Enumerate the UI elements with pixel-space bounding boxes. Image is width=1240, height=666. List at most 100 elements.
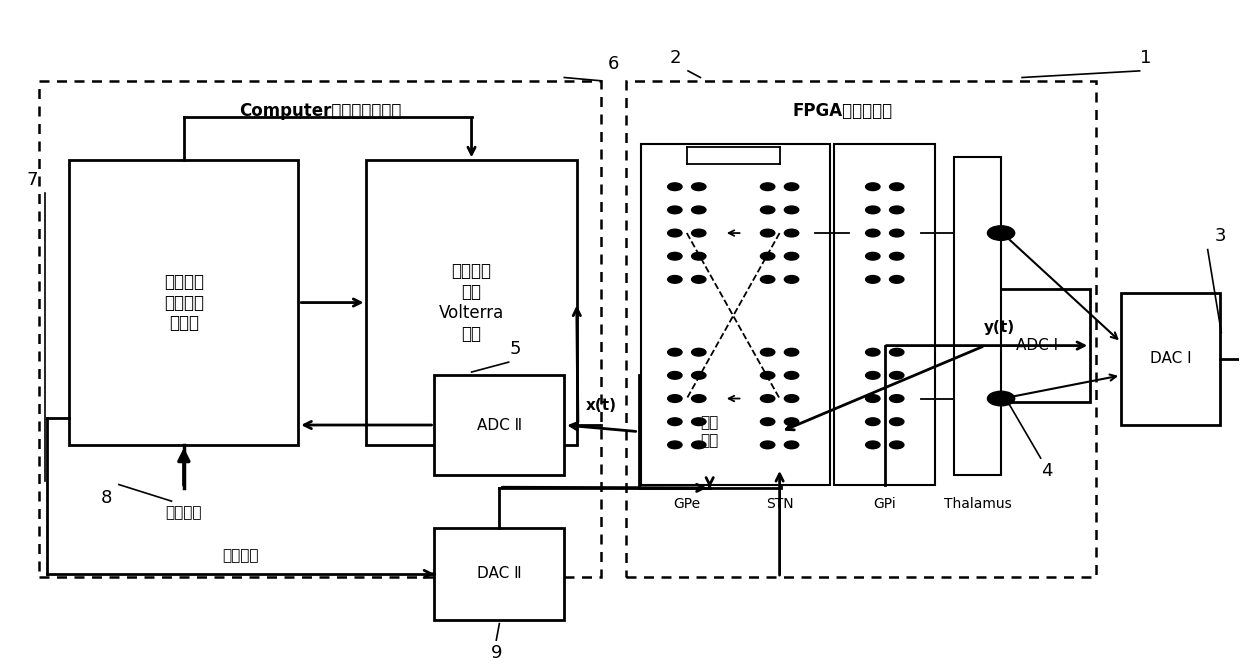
Circle shape: [667, 348, 682, 356]
Circle shape: [866, 418, 880, 426]
Bar: [434, 527, 564, 620]
Text: DAC Ⅱ: DAC Ⅱ: [477, 567, 522, 581]
Circle shape: [889, 206, 904, 214]
Circle shape: [866, 229, 880, 237]
Text: 7: 7: [26, 171, 38, 189]
Text: ADC Ⅰ: ADC Ⅰ: [1017, 338, 1059, 353]
Circle shape: [760, 372, 775, 379]
Circle shape: [667, 252, 682, 260]
Circle shape: [667, 276, 682, 283]
Text: 3: 3: [1214, 227, 1226, 245]
Circle shape: [889, 183, 904, 190]
Circle shape: [866, 252, 880, 260]
Circle shape: [692, 372, 706, 379]
Circle shape: [760, 276, 775, 283]
Circle shape: [889, 395, 904, 402]
Circle shape: [692, 441, 706, 449]
Bar: [744, 164, 816, 302]
Bar: [744, 329, 816, 468]
Circle shape: [987, 226, 1014, 240]
Circle shape: [760, 441, 775, 449]
Circle shape: [692, 206, 706, 214]
Circle shape: [667, 183, 682, 190]
Text: 8: 8: [100, 489, 113, 507]
Text: 2: 2: [670, 49, 682, 67]
Circle shape: [667, 372, 682, 379]
Text: FPGA：生理模型: FPGA：生理模型: [792, 102, 893, 120]
Circle shape: [785, 229, 799, 237]
Bar: [651, 329, 723, 468]
Circle shape: [692, 395, 706, 402]
Circle shape: [866, 395, 880, 402]
Bar: [639, 376, 781, 488]
Circle shape: [760, 206, 775, 214]
Text: 非线性自
回归
Volterra
级数: 非线性自 回归 Volterra 级数: [439, 262, 505, 343]
Circle shape: [692, 276, 706, 283]
Circle shape: [692, 252, 706, 260]
Circle shape: [785, 372, 799, 379]
Bar: [434, 376, 564, 475]
Bar: [849, 329, 920, 468]
Circle shape: [760, 348, 775, 356]
Text: 控制信号: 控制信号: [222, 548, 259, 563]
Circle shape: [889, 348, 904, 356]
Circle shape: [889, 252, 904, 260]
Circle shape: [785, 252, 799, 260]
Circle shape: [667, 206, 682, 214]
Circle shape: [692, 348, 706, 356]
Circle shape: [785, 441, 799, 449]
Bar: [626, 81, 1096, 577]
Circle shape: [987, 391, 1014, 406]
Circle shape: [866, 441, 880, 449]
Circle shape: [667, 395, 682, 402]
Text: Computer：闭环控制系统: Computer：闭环控制系统: [239, 102, 402, 120]
Text: DAC Ⅰ: DAC Ⅰ: [1149, 352, 1192, 366]
Circle shape: [760, 395, 775, 402]
Circle shape: [889, 418, 904, 426]
Circle shape: [889, 441, 904, 449]
Circle shape: [667, 418, 682, 426]
Circle shape: [760, 418, 775, 426]
Bar: [651, 164, 723, 302]
Text: 1: 1: [1140, 49, 1152, 67]
Circle shape: [785, 206, 799, 214]
Circle shape: [760, 229, 775, 237]
Circle shape: [785, 348, 799, 356]
Text: 非线性模
型预测控
制算法: 非线性模 型预测控 制算法: [164, 273, 203, 332]
Bar: [985, 289, 1090, 402]
Circle shape: [785, 395, 799, 402]
Circle shape: [692, 418, 706, 426]
Text: STN: STN: [766, 498, 794, 511]
Circle shape: [692, 183, 706, 190]
Text: GPe: GPe: [673, 498, 701, 511]
Bar: [366, 161, 577, 445]
Circle shape: [785, 183, 799, 190]
Circle shape: [889, 276, 904, 283]
Text: Thalamus: Thalamus: [944, 498, 1012, 511]
Bar: [849, 164, 920, 302]
Text: GPi: GPi: [873, 498, 897, 511]
Circle shape: [866, 206, 880, 214]
Circle shape: [866, 372, 880, 379]
Text: 4: 4: [1042, 462, 1053, 480]
Text: 输入
信号: 输入 信号: [701, 416, 719, 448]
Text: x(t): x(t): [587, 398, 618, 413]
Bar: [1121, 292, 1220, 425]
Bar: [69, 161, 299, 445]
Circle shape: [760, 252, 775, 260]
Text: 9: 9: [491, 645, 502, 663]
Text: ADC Ⅱ: ADC Ⅱ: [477, 418, 522, 432]
Text: 5: 5: [510, 340, 521, 358]
Circle shape: [889, 229, 904, 237]
Bar: [641, 144, 831, 485]
Circle shape: [889, 372, 904, 379]
Circle shape: [785, 276, 799, 283]
Circle shape: [866, 183, 880, 190]
Circle shape: [667, 441, 682, 449]
Bar: [835, 144, 935, 485]
Bar: [954, 157, 1001, 475]
Text: y(t): y(t): [985, 320, 1016, 334]
Bar: [38, 81, 601, 577]
Circle shape: [760, 183, 775, 190]
Circle shape: [785, 418, 799, 426]
